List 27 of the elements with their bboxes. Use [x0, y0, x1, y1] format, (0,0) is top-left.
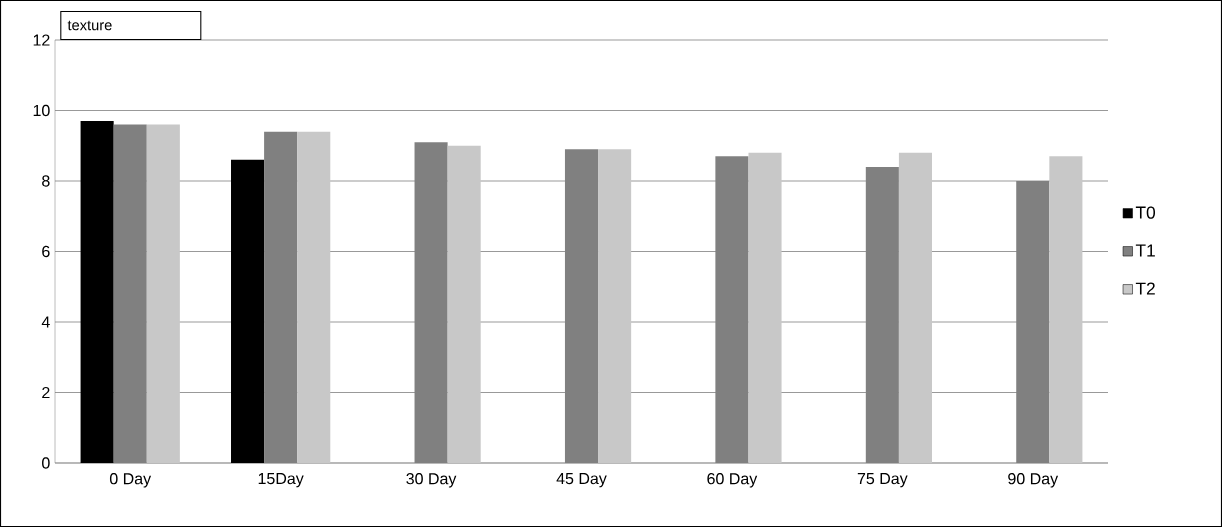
x-tick-label: 15Day	[258, 473, 304, 488]
bar	[80, 121, 114, 463]
x-tick-label: 75 Day	[857, 473, 908, 488]
bar	[1049, 156, 1083, 463]
bar	[146, 124, 180, 463]
y-tick-label: 12	[33, 34, 50, 46]
bar	[748, 152, 782, 463]
bar	[598, 149, 632, 463]
bar	[297, 131, 331, 463]
legend-label: T1	[1135, 244, 1155, 257]
y-tick-label: 10	[33, 104, 50, 117]
x-tick-label: 0 Day	[109, 473, 152, 488]
y-tick-label: 0	[42, 457, 50, 469]
x-tick-label: 60 Day	[707, 473, 758, 488]
y-tick-label: 6	[42, 245, 50, 258]
bar	[447, 145, 481, 463]
x-tick-label: 90 Day	[1008, 473, 1059, 488]
y-tick-label: 2	[42, 386, 50, 399]
x-tick-label: 45 Day	[556, 473, 607, 488]
bar	[231, 159, 265, 463]
legend-label: T0	[1135, 206, 1156, 219]
chart-title: texture	[67, 20, 112, 31]
bar	[898, 152, 932, 463]
y-tick-label: 4	[41, 316, 50, 328]
legend-label: T2	[1135, 282, 1155, 295]
x-tick-label: 30 Day	[406, 473, 457, 488]
y-tick-label: 8	[42, 175, 50, 187]
